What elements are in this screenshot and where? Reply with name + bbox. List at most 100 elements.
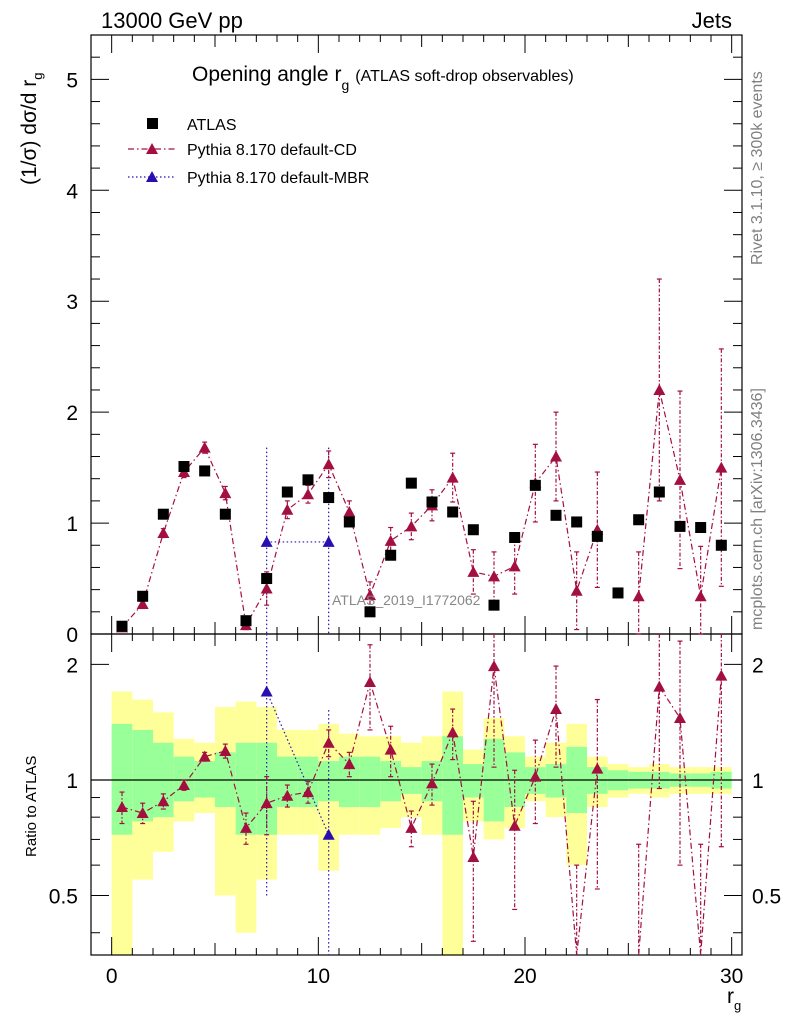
atlas-point-7	[261, 573, 273, 585]
cd-point-4	[198, 441, 211, 453]
plot-title-main: Opening angle r	[192, 63, 341, 86]
band-inner-0	[111, 723, 133, 835]
atlas-point-17	[467, 524, 479, 536]
cd-point-5	[219, 487, 232, 499]
cd-point-26	[653, 383, 666, 395]
atlas-point-2	[157, 508, 169, 520]
header-right: Jets	[692, 8, 732, 33]
atlas-point-13	[385, 549, 397, 561]
ratio-xtick-label-3: 30	[720, 965, 743, 988]
atlas-point-10	[323, 492, 335, 504]
cd-point-14	[405, 520, 418, 532]
legend-cd-marker	[146, 143, 158, 154]
plot-title-suffix: (ATLAS soft-drop observables)	[355, 68, 573, 85]
cd-point-10	[322, 458, 335, 470]
ratio-mbr-point-1	[322, 828, 335, 840]
ratio-cd-line	[121, 665, 598, 956]
atlas-point-0	[116, 620, 128, 632]
ratio-cd-point-4	[198, 750, 211, 762]
legend-atlas-marker	[147, 118, 158, 129]
ratio-cd-point-10	[322, 736, 335, 748]
main-ytick-label-1: 1	[66, 513, 78, 536]
atlas-point-5	[219, 508, 231, 520]
band-inner-17	[463, 764, 484, 798]
cd-point-17	[467, 565, 480, 577]
atlas-point-3	[178, 461, 190, 473]
main-ylabel-sub: g	[30, 72, 45, 79]
ratio-cd-point-13	[384, 743, 397, 755]
cd-point-18	[488, 570, 500, 582]
ratio-ytick-label-right-0: 0.5	[752, 886, 781, 909]
plot-title: Opening angle rg (ATLAS soft-drop observa…	[192, 63, 574, 93]
cd-point-12	[364, 589, 376, 601]
atlas-point-20	[529, 479, 541, 491]
ratio-cd-point-16	[446, 726, 459, 738]
atlas-point-18	[488, 599, 500, 611]
band-inner-11	[339, 756, 360, 808]
cd-point-19	[508, 560, 521, 572]
main-ytick-label-2: 2	[66, 402, 78, 425]
main-ylabel: (1/σ) dσ/d rg	[18, 72, 45, 185]
ratio-xtick-label-0: 0	[106, 965, 118, 988]
plot-title-sub: g	[341, 77, 349, 93]
cd-point-13	[384, 534, 397, 546]
ratio-cd-point-9	[302, 786, 314, 798]
cd-point-11	[343, 505, 356, 517]
ratio-xtick-label-1: 10	[307, 965, 330, 988]
cd-point-22	[570, 584, 583, 596]
ratio-cd-point-0	[116, 801, 128, 813]
atlas-point-28	[695, 522, 707, 534]
ratio-ytick-label-right-1: 1	[752, 770, 764, 793]
ratio-xlabel-text: r	[727, 985, 734, 1008]
ratio-cd-point-20	[529, 770, 542, 782]
atlas-point-14	[405, 477, 417, 489]
ratio-ytick-label-2: 2	[66, 654, 78, 677]
axes-ticks: 0 1 2 3 4 5 0 10 20 30 0.5 0.5 1 1 2 2	[49, 35, 781, 988]
ratio-cd-point-1	[136, 807, 149, 819]
ratio-cd-point-7	[260, 797, 273, 809]
atlas-point-22	[571, 516, 583, 528]
atlas-point-9	[302, 474, 314, 486]
main-ytick-label-0: 0	[66, 624, 78, 647]
cd-point-7	[260, 582, 273, 594]
analysis-watermark: ATLAS_2019_I1772062	[332, 592, 481, 608]
legend-mbr-marker	[146, 171, 158, 182]
ratio-ytick-label-1: 1	[66, 770, 78, 793]
cd-point-29	[715, 461, 728, 473]
ratio-cd-point-18	[488, 660, 500, 672]
band-inner-6	[235, 742, 257, 835]
main-ytick-label-3: 3	[66, 291, 78, 314]
cd-point-9	[302, 488, 314, 500]
atlas-point-15	[426, 496, 438, 508]
ratio-cd-point-19	[508, 819, 521, 831]
main-ylabel-text: (1/σ) dσ/d r	[18, 80, 41, 185]
mbr-point-1	[322, 535, 335, 547]
header-left: 13000 GeV pp	[101, 8, 243, 33]
atlas-point-12	[364, 606, 376, 618]
ratio-cd-point-26	[653, 680, 666, 692]
ratio-cd-point-6	[240, 821, 252, 833]
cd-point-8	[281, 503, 294, 515]
atlas-point-19	[509, 531, 521, 543]
atlas-point-8	[281, 486, 293, 498]
cd-point-27	[674, 473, 686, 485]
ratio-cd-point-23	[591, 762, 604, 774]
ratio-ytick-label-right-2: 2	[752, 654, 764, 677]
ratio-series-layer	[116, 634, 728, 956]
atlas-point-21	[550, 509, 562, 521]
atlas-point-29	[715, 539, 727, 551]
atlas-point-4	[199, 465, 211, 477]
ratio-mbr-point-0	[260, 685, 273, 697]
ratio-xlabel: rg	[727, 985, 741, 1013]
ratio-cd-point-21	[550, 703, 562, 715]
mbr-point-0	[260, 535, 273, 547]
ratio-xlabel-sub: g	[734, 998, 741, 1013]
band-inner-10	[318, 761, 339, 802]
ratio-cd-point-15	[426, 777, 438, 789]
cd-point-1	[136, 598, 149, 610]
atlas-point-23	[591, 530, 603, 542]
cd-point-25	[632, 590, 645, 602]
ratio-cd-point-29	[715, 669, 728, 681]
ratio-uncertainty-bands	[91, 691, 742, 955]
